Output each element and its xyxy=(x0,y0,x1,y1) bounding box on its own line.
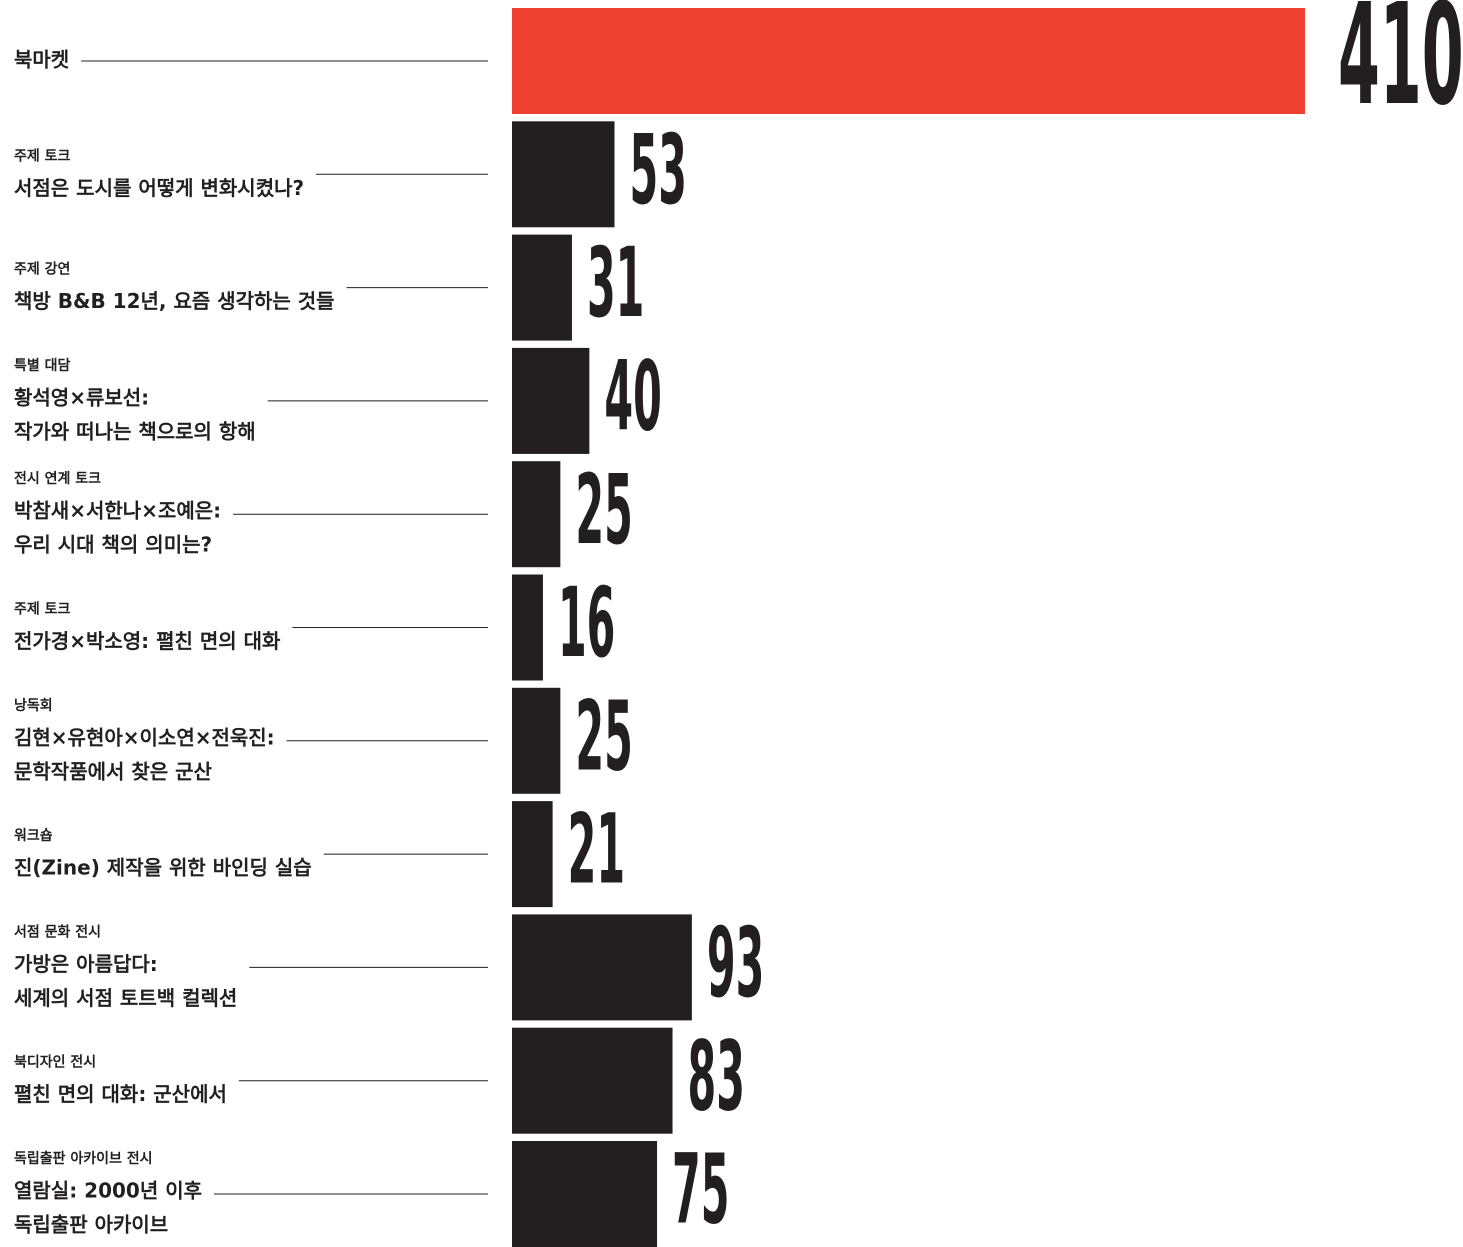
bar xyxy=(512,8,1305,114)
value-label: 25 xyxy=(575,454,632,566)
category-title: 진(Zine) 제작을 위한 바인딩 실습 xyxy=(14,856,312,880)
bar xyxy=(512,914,692,1021)
value-label: 83 xyxy=(688,1021,745,1133)
category-title: 전가경×박소영: 펼친 면의 대화 xyxy=(14,629,281,653)
value-label: 21 xyxy=(568,794,625,906)
category-title: 책방 B&B 12년, 요즘 생각하는 것들 xyxy=(14,289,335,313)
category-kicker: 특별 대담 xyxy=(14,357,71,374)
bar xyxy=(512,687,561,794)
value-label: 53 xyxy=(630,115,687,227)
category-title: 김현×유현아×이소연×전욱진: xyxy=(14,725,275,749)
category-title: 열람실: 2000년 이후 xyxy=(14,1179,202,1203)
bar xyxy=(512,347,590,454)
category-title: 북마켓 xyxy=(14,48,69,72)
category-title: 우리 시대 책의 의미는? xyxy=(14,533,212,557)
category-title: 황석영×류보선: xyxy=(14,385,149,409)
category-kicker: 주제 토크 xyxy=(14,148,71,164)
bar xyxy=(512,461,561,568)
category-kicker: 주제 토크 xyxy=(14,602,71,618)
category-title: 박참새×서한나×조예은: xyxy=(14,499,221,523)
value-label: 25 xyxy=(575,681,632,793)
value-label: 75 xyxy=(672,1134,729,1246)
category-kicker: 낭독회 xyxy=(14,698,53,714)
bar xyxy=(512,1027,673,1134)
category-kicker: 워크숍 xyxy=(14,828,53,844)
value-label: 16 xyxy=(558,568,615,680)
value-label: 93 xyxy=(707,908,764,1020)
bar xyxy=(512,574,543,681)
bar xyxy=(512,121,615,228)
category-title: 펼친 면의 대화: 군산에서 xyxy=(14,1082,227,1106)
category-title: 서점은 도시를 어떻게 변화시켰나? xyxy=(14,176,304,200)
value-label: 40 xyxy=(604,341,661,453)
bar xyxy=(512,1141,658,1247)
category-kicker: 서점 문화 전시 xyxy=(14,923,101,940)
bar xyxy=(512,234,572,341)
category-kicker: 북디자인 전시 xyxy=(14,1054,96,1071)
category-title: 가방은 아름답다: xyxy=(14,952,158,976)
category-title: 세계의 서점 토트백 컬렉션 xyxy=(14,986,237,1010)
category-title: 문학작품에서 찾은 군산 xyxy=(14,759,213,783)
category-title: 작가와 떠나는 책으로의 항해 xyxy=(14,419,256,443)
value-label: 410 xyxy=(1338,0,1463,137)
bar xyxy=(512,801,553,908)
value-label: 31 xyxy=(587,228,644,340)
category-kicker: 독립출판 아카이브 전시 xyxy=(14,1150,153,1167)
category-title: 독립출판 아카이브 xyxy=(14,1213,168,1237)
category-kicker: 전시 연계 토크 xyxy=(14,470,101,487)
category-kicker: 주제 강연 xyxy=(14,261,70,278)
